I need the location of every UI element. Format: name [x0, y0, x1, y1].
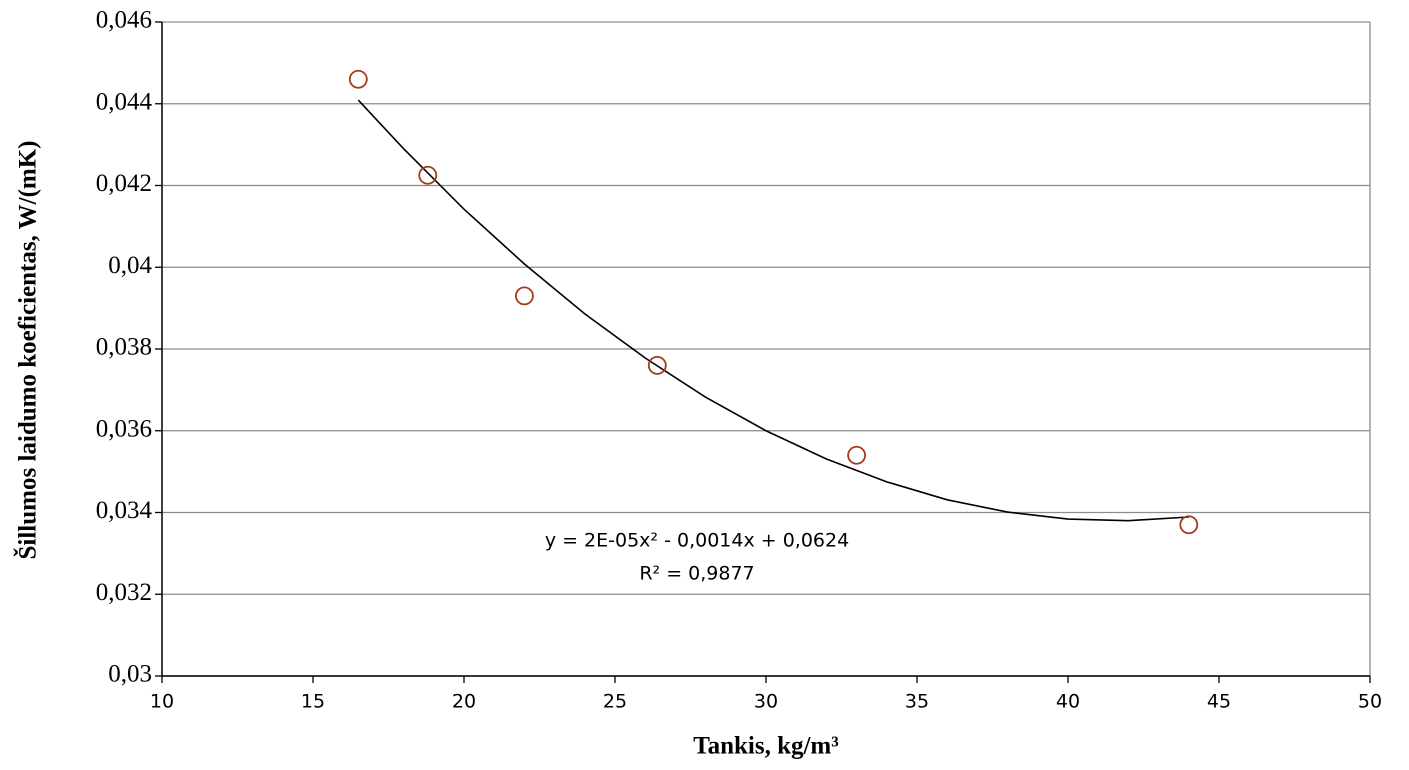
data-point [847, 445, 866, 465]
y-tick-label: 0,046 [96, 7, 152, 34]
x-tick-label: 10 [150, 691, 174, 713]
y-axis-title: Šillumos laidumo koeficientas, W/(mK) [14, 140, 42, 559]
trendline [357, 99, 1189, 522]
trendline-equation: y = 2E-05x² - 0,0014x + 0,0624 [545, 530, 849, 552]
data-point [515, 286, 534, 306]
x-axis-title: Tankis, kg/m³ [693, 733, 839, 760]
data-point [1179, 515, 1199, 535]
x-tick-label: 30 [754, 691, 778, 713]
y-tick-label: 0,042 [96, 170, 152, 197]
data-point [647, 355, 667, 375]
y-tick-label: 0,044 [96, 88, 153, 115]
x-tick-label: 20 [452, 691, 476, 713]
y-tick-label: 0,03 [108, 661, 152, 688]
r-squared: R² = 0,9877 [639, 563, 754, 585]
x-tick-label: 40 [1056, 691, 1080, 713]
x-tick-label: 25 [603, 691, 627, 713]
y-tick-label: 0,036 [96, 415, 152, 442]
y-tick-label: 0,032 [96, 579, 152, 606]
y-tick-label: 0,04 [108, 252, 152, 279]
y-tick-label: 0,038 [96, 334, 152, 361]
x-tick-label: 35 [905, 691, 929, 713]
data-point [418, 165, 438, 185]
x-tick-label: 15 [301, 691, 325, 713]
y-tick-label: 0,034 [96, 497, 153, 524]
x-tick-label: 45 [1207, 691, 1231, 713]
data-point [348, 69, 368, 89]
x-tick-label: 50 [1358, 691, 1382, 713]
